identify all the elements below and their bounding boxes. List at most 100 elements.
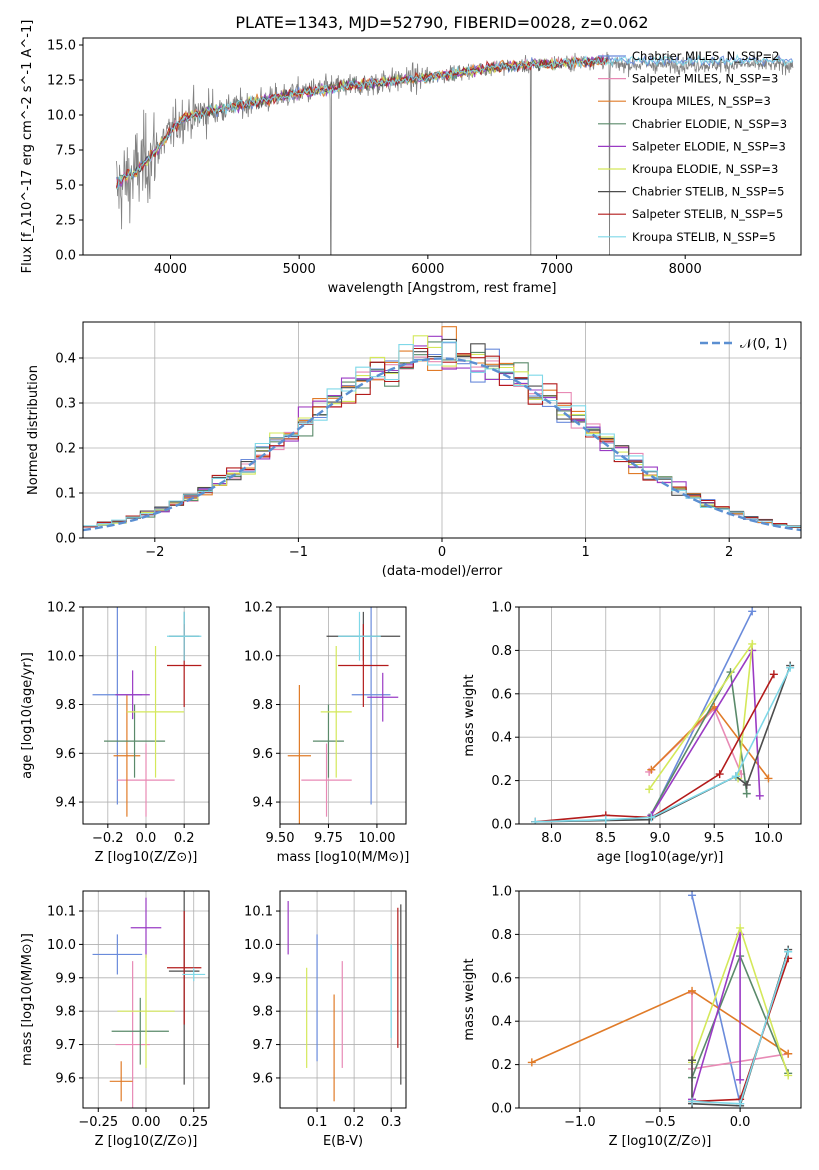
plot-area-weight_vs_age [531, 607, 795, 824]
x-tick-label: 1 [581, 545, 589, 560]
x-tick-label: 0.25 [179, 1115, 208, 1130]
x-tick-label: 5000 [283, 262, 316, 277]
y-tick-label: 2.5 [55, 214, 76, 229]
residual-histogram [83, 341, 801, 527]
weight-marker [731, 772, 740, 781]
errorbar-point [301, 743, 352, 817]
plot-area-mass_vs_Z [92, 891, 206, 1108]
y-tick-label: 0.0 [55, 249, 76, 264]
y-axis-label: Normed distribution [26, 365, 41, 495]
y-tick-label: 0.2 [491, 774, 512, 789]
weight-marker [688, 1056, 697, 1065]
errorbar-point [338, 624, 389, 707]
y-tick-label: 0.1 [55, 487, 76, 502]
errorbar-point [115, 961, 150, 1108]
weight-marker [688, 1097, 697, 1106]
weight-marker [736, 923, 745, 932]
axes-frame [279, 890, 407, 1109]
weight-marker [736, 1075, 745, 1084]
y-tick-label: 0.0 [491, 818, 512, 833]
gaussian-curve [83, 357, 801, 532]
y-tick-label: 10.0 [47, 938, 76, 953]
residual-histogram [83, 335, 801, 528]
errorbar-point [312, 704, 344, 778]
legend-label: Salpeter STELIB, N_SSP=5 [632, 207, 783, 221]
plot-area-weight_vs_Z [527, 891, 793, 1108]
x-axis-label: Z [log10(Z/Z⊙)] [95, 850, 198, 865]
weight-marker [748, 639, 757, 648]
weight-marker [784, 1049, 793, 1058]
x-tick-label: −1 [289, 545, 308, 560]
x-tick-label: −0.25 [78, 1115, 118, 1130]
y-axis-label: mass weight [462, 674, 477, 756]
x-tick-label: 0.1 [307, 1115, 328, 1130]
y-tick-label: 9.8 [252, 1005, 273, 1020]
y-tick-label: 0.0 [55, 532, 76, 547]
errorbar-point [104, 704, 166, 778]
chart-title: PLATE=1343, MJD=52790, FIBERID=0028, z=0… [235, 13, 648, 32]
y-tick-label: 0.6 [491, 971, 512, 986]
axes-spectrum: 4000 5000 6000 7000 8000 0.0 2.5 5.0 7.5 10.0 12.5… [20, 13, 802, 296]
legend-label: Chabrier ELODIE, N_SSP=3 [632, 117, 787, 131]
y-tick-label: 1.0 [491, 885, 512, 900]
weight-marker [764, 774, 773, 783]
x-tick-label: −2 [145, 545, 164, 560]
x-tick-label: −0.2 [92, 831, 124, 846]
y-tick-label: 9.8 [252, 698, 273, 713]
axes-age_vs_mass: 9.50 9.75 10.00 9.4 9.6 9.8 10.0 10.2 mass [log1… [244, 601, 410, 866]
x-axis-label: Z [log10(Z/Z⊙)] [95, 1134, 198, 1149]
x-tick-label: 7000 [540, 262, 573, 277]
legend-label: Salpeter MILES, N_SSP=3 [632, 72, 778, 86]
x-tick-label: 9.75 [314, 831, 343, 846]
weight-marker [645, 785, 654, 794]
y-tick-label: 0.3 [55, 397, 76, 412]
weight-marker [786, 663, 795, 672]
y-axis-label: age [log10(age/yr)] [20, 652, 35, 779]
weight-marker [527, 1058, 536, 1067]
y-tick-label: 10.0 [47, 649, 76, 664]
y-tick-label: 9.8 [55, 698, 76, 713]
plot-area-residuals [83, 326, 801, 532]
x-axis-label: wavelength [Angstrom, rest frame] [328, 281, 557, 296]
errorbar-point [167, 611, 202, 661]
y-tick-label: 5.0 [55, 179, 76, 194]
weight-marker [647, 765, 656, 774]
y-tick-label: 15.0 [47, 39, 76, 54]
y-tick-label: 9.6 [55, 1071, 76, 1086]
x-tick-label: 8000 [669, 262, 702, 277]
y-tick-label: 10.0 [244, 938, 273, 953]
weight-marker [531, 817, 540, 824]
weight-marker [748, 607, 757, 616]
y-axis-label: mass [log10(M/M⊙)] [20, 933, 35, 1066]
x-axis-label: mass [log10(M/M⊙)] [277, 850, 410, 865]
x-axis-label: (data-model)/error [382, 564, 503, 579]
y-tick-label: 9.6 [252, 1071, 273, 1086]
x-axis-label: E(B-V) [323, 1134, 363, 1149]
weight-marker [784, 1071, 793, 1080]
plot-area-mass_vs_ebv [287, 901, 402, 1102]
weight-marker [784, 947, 793, 956]
x-tick-label: 4000 [154, 262, 187, 277]
y-tick-label: 10.0 [244, 649, 273, 664]
x-tick-label: 0.2 [174, 831, 195, 846]
x-tick-label: 0.0 [136, 831, 157, 846]
axes-mass_vs_ebv: 0.1 0.2 0.3 9.6 9.7 9.8 9.9 10.0 10.1 E(B-V) [244, 890, 407, 1149]
y-axis-label: mass weight [462, 958, 477, 1040]
y-tick-label: 0.4 [491, 1015, 512, 1030]
weight-marker [736, 1099, 745, 1108]
y-tick-label: 9.8 [55, 1005, 76, 1020]
x-tick-label: 6000 [411, 262, 444, 277]
plot-area-spectrum [116, 51, 794, 255]
x-tick-label: 0.0 [730, 1115, 751, 1130]
y-tick-label: 0.6 [491, 687, 512, 702]
y-tick-label: 9.6 [55, 747, 76, 762]
legend-label: Kroupa STELIB, N_SSP=5 [632, 230, 776, 244]
y-tick-label: 12.5 [47, 74, 76, 89]
x-tick-label: 10.0 [754, 831, 783, 846]
y-tick-label: 9.7 [252, 1038, 273, 1053]
errorbar-point [367, 672, 399, 722]
y-tick-label: 9.9 [55, 971, 76, 986]
weight-marker [688, 891, 697, 900]
y-tick-label: 9.6 [252, 747, 273, 762]
weight-marker [742, 780, 751, 789]
